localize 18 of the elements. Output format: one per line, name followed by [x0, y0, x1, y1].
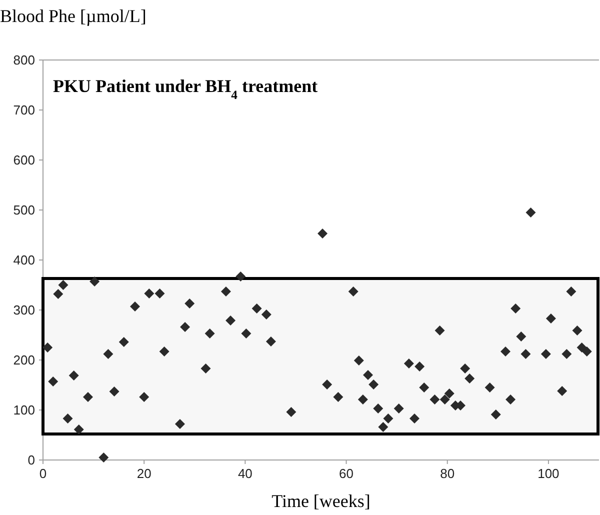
y-tick-label: 0 — [28, 452, 35, 468]
y-tick-label: 400 — [13, 252, 35, 268]
x-tick-label: 20 — [136, 466, 152, 481]
y-tick-label: 100 — [13, 402, 35, 418]
y-tick-label: 700 — [13, 102, 35, 118]
x-tick-label: 40 — [238, 466, 252, 481]
x-tick-label: 60 — [339, 466, 354, 481]
y-axis-title: Blood Phe [µmol/L] — [0, 6, 146, 26]
y-tick-label: 600 — [13, 152, 35, 168]
x-tick-label: 0 — [39, 466, 47, 481]
x-tick-label: 80 — [440, 466, 455, 481]
y-tick-label: 800 — [13, 52, 35, 68]
y-tick-label: 200 — [13, 352, 35, 368]
y-tick-label: 300 — [13, 302, 35, 318]
x-axis-title: Time [weeks] — [272, 491, 370, 511]
x-tick-label: 100 — [538, 466, 560, 481]
y-tick-label: 500 — [13, 202, 35, 218]
text: PKU Patient under BH$_{4}$ treatment — [53, 76, 318, 102]
